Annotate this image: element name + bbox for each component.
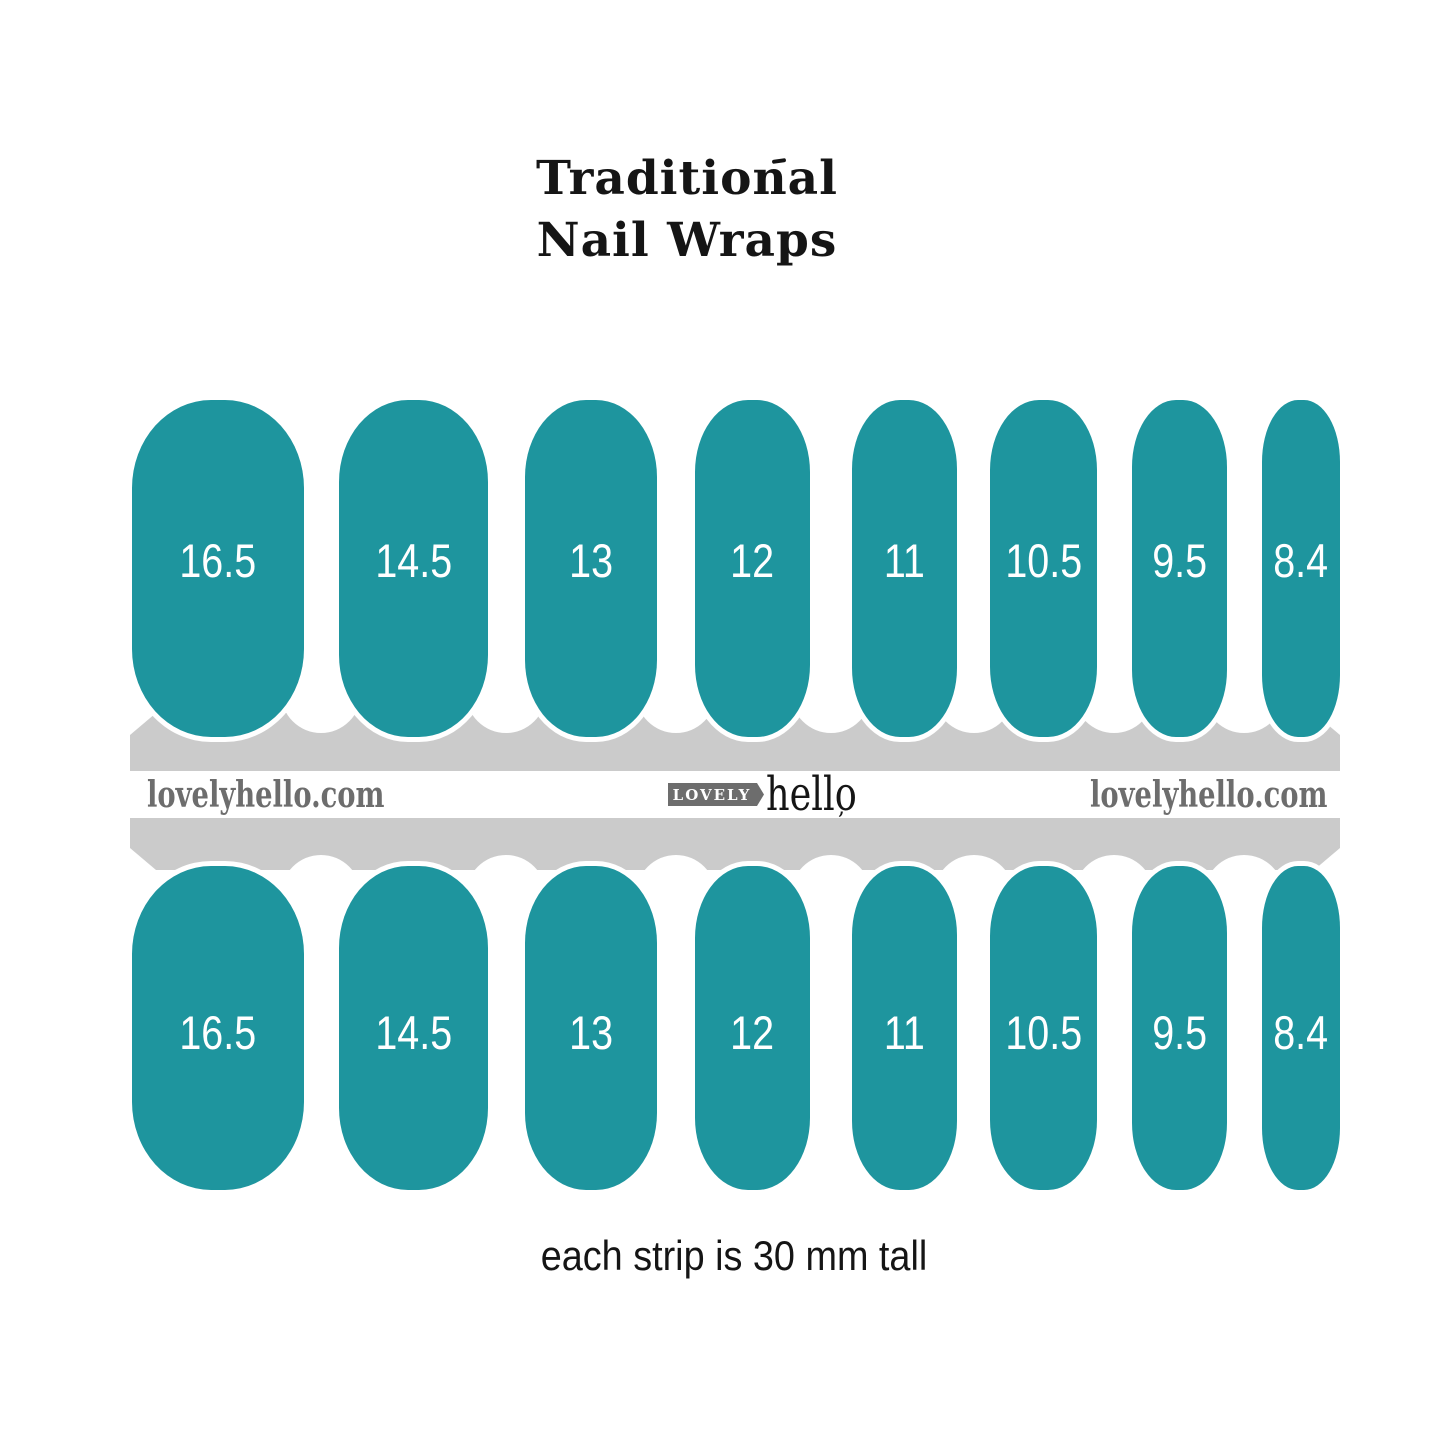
nail-size-label: 13 [569,1005,613,1059]
nail-size-label: 12 [730,534,775,587]
nail-size-label: 14.5 [375,1005,452,1059]
nail-size-label: 9.5 [1152,534,1207,587]
caption-strip-height: each strip is 30 mm tall [540,1232,928,1279]
watermark-right: lovelyhello.com [1089,774,1327,816]
nail-top-size-9.5: 9.5 [1132,400,1227,737]
nail-size-label: 11 [883,534,925,587]
nail-size-label: 12 [730,1005,775,1059]
nail-bottom-size-11: 11 [852,866,957,1190]
nail-size-label: 10.5 [1005,534,1082,587]
nail-bottom-size-9.5: 9.5 [1132,866,1227,1190]
nail-bottom-size-8.4: 8.4 [1262,866,1340,1190]
nail-bottom-size-14.5: 14.5 [339,866,488,1190]
nail-top-size-11: 11 [852,400,957,737]
watermark-left: lovelyhello.com [147,774,385,816]
nail-size-label: 10.5 [1005,1005,1082,1059]
nail-size-label: 14.5 [375,534,452,587]
nail-size-label: 11 [883,1005,925,1059]
nail-top-size-14.5: 14.5 [339,400,488,737]
logo-flourish-mark: , [838,795,845,820]
nail-bottom-size-10.5: 10.5 [990,866,1097,1190]
nail-size-label: 8.4 [1273,1005,1329,1059]
nail-top-size-10.5: 10.5 [990,400,1097,737]
logo-tag-lovely: LOVELY [668,783,764,806]
nail-top-size-13: 13 [525,400,657,737]
nail-size-label: 16.5 [179,1005,257,1059]
page-title-line2: Nail Wraps [536,213,838,268]
nail-top-size-12: 12 [695,400,810,737]
logo-name-hello: hello [766,767,857,822]
watermark-strip: lovelyhello.com LOVELY hello , lovelyhel… [130,767,1340,822]
page-title: Traditional Nail Wraps [387,148,987,272]
nail-top-size-8.4: 8.4 [1262,400,1340,737]
page-title-line1: Traditional [536,151,838,206]
nail-size-label: 9.5 [1152,1005,1207,1059]
nail-size-label: 8.4 [1273,534,1329,587]
nail-bottom-size-12: 12 [695,866,810,1190]
nail-top-size-16.5: 16.5 [132,400,304,737]
nail-size-label: 16.5 [179,534,257,587]
nail-bottom-size-16.5: 16.5 [132,866,304,1190]
nail-size-label: 13 [569,534,613,587]
lovelyhello-logo: LOVELY hello , [668,767,882,822]
nail-bottom-size-13: 13 [525,866,657,1190]
